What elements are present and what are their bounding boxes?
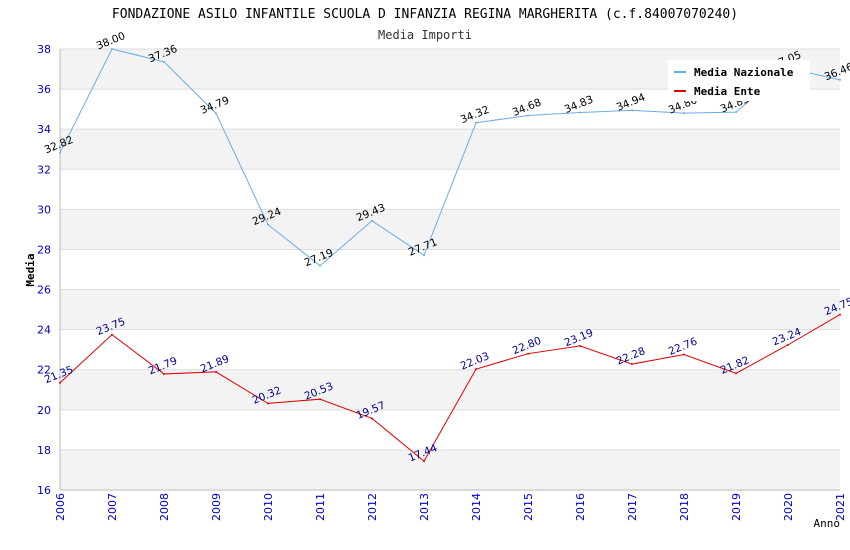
data-point (371, 417, 373, 420)
x-tick-label: 2010 (262, 493, 275, 521)
y-tick-label: 24 (37, 324, 51, 337)
data-point (319, 398, 321, 401)
legend: Media Nazionale Media Ente (668, 60, 810, 101)
plot-band (60, 209, 840, 250)
y-tick-label: 28 (37, 243, 51, 256)
plot-band (60, 129, 840, 170)
series-line (59, 48, 841, 267)
x-tick-label: 2015 (522, 493, 535, 521)
tick-labels: 16 18 20 22 24 26 28 30 32 34 36 38 2006 2007 2008 2009… (37, 43, 847, 521)
data-point (631, 109, 633, 112)
data-point (215, 370, 217, 373)
data-point (631, 363, 633, 366)
data-point (839, 78, 841, 81)
data-point (475, 121, 477, 124)
legend-label: Media Nazionale (694, 66, 794, 79)
data-point (579, 344, 581, 347)
y-tick-label: 30 (37, 203, 51, 216)
chart-subtitle: Media Importi (378, 28, 472, 42)
data-point (267, 223, 269, 226)
data-point (683, 353, 685, 356)
x-tick-label: 2017 (626, 493, 639, 521)
data-point (735, 111, 737, 114)
data-point (59, 381, 61, 384)
data-point (371, 219, 373, 222)
legend-label: Media Ente (694, 85, 761, 98)
data-point (267, 402, 269, 405)
data-point (59, 151, 61, 154)
x-axis-label: Anno (814, 517, 841, 530)
data-point (111, 48, 113, 50)
data-point (735, 372, 737, 375)
plot-band (60, 369, 840, 410)
data-point (839, 313, 841, 316)
x-tick-label: 2008 (158, 493, 171, 521)
x-tick-label: 2009 (210, 493, 223, 521)
y-tick-label: 36 (37, 83, 51, 96)
x-tick-label: 2014 (470, 493, 483, 521)
data-point (527, 114, 529, 117)
x-tick-label: 2016 (574, 493, 587, 521)
data-point (423, 254, 425, 257)
data-point (163, 60, 165, 63)
y-tick-label: 26 (37, 284, 51, 297)
data-point (579, 111, 581, 114)
x-tick-label: 2020 (782, 493, 795, 521)
data-point (475, 368, 477, 371)
data-label: 22.03 (459, 350, 491, 372)
x-tick-label: 2011 (314, 493, 327, 521)
chart-title: FONDAZIONE ASILO INFANTILE SCUOLA D INFA… (112, 7, 738, 22)
axes (59, 49, 840, 491)
data-point (163, 372, 165, 375)
x-tick-label: 2018 (678, 493, 691, 521)
data-point (319, 264, 321, 267)
plot-band (60, 449, 840, 490)
x-tick-label: 2012 (366, 493, 379, 521)
y-tick-label: 20 (37, 404, 51, 417)
data-point (423, 460, 425, 463)
legend-box (668, 60, 810, 101)
y-axis-label: Media (24, 253, 37, 286)
data-point (683, 112, 685, 115)
plot-band (60, 289, 840, 330)
x-tick-label: 2006 (54, 493, 67, 521)
data-point (215, 112, 217, 115)
x-tick-label: 2007 (106, 493, 119, 521)
y-tick-label: 18 (37, 444, 51, 457)
x-tick-label: 2013 (418, 493, 431, 521)
data-point (787, 343, 789, 346)
x-tick-label: 2021 (834, 493, 847, 521)
data-point (111, 333, 113, 336)
data-point (527, 352, 529, 355)
y-tick-label: 16 (37, 484, 51, 497)
data-label: 27.19 (303, 247, 335, 269)
series-line (59, 314, 841, 462)
x-tick-label: 2019 (730, 493, 743, 521)
y-tick-label: 22 (37, 364, 51, 377)
y-tick-label: 32 (37, 163, 51, 176)
y-tick-label: 34 (37, 123, 51, 136)
data-label: 34.79 (199, 94, 231, 116)
data-label: 34.32 (459, 104, 491, 126)
y-tick-label: 38 (37, 43, 51, 56)
